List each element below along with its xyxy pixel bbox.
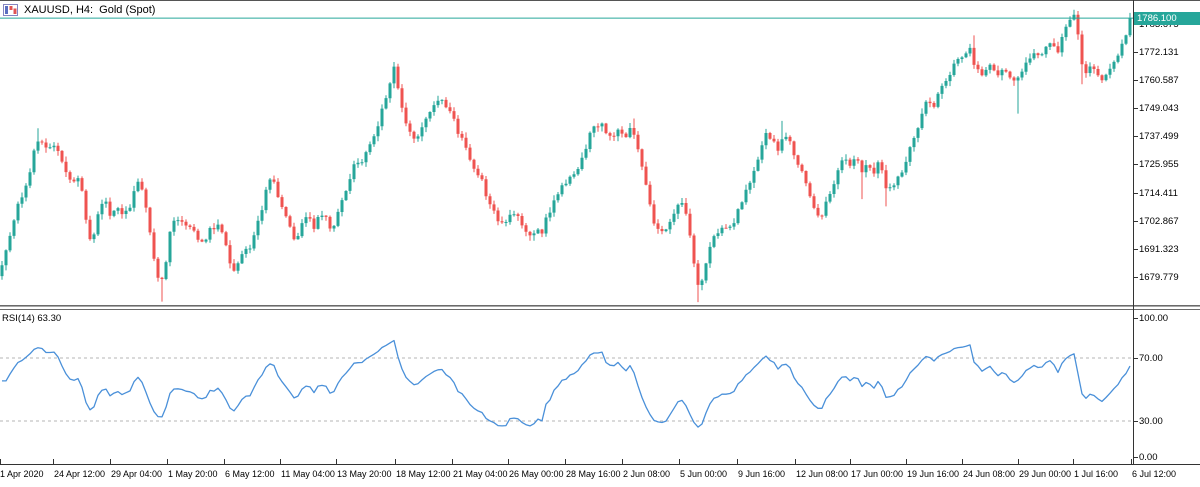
bull-candles [0,9,1132,291]
bear-candles [40,11,1104,303]
time-axis-label: 13 May 20:00 [337,469,392,479]
time-axis-tick [1131,459,1132,464]
time-axis-label: 11 May 04:00 [281,469,335,479]
time-axis-label: 18 May 12:00 [396,469,451,479]
time-axis-tick [679,459,680,464]
time-axis-label: 21 May 04:00 [453,469,508,479]
rsi-axis-tick [1134,457,1138,458]
window-top-border [0,0,1200,1]
time-axis-label: 6 May 12:00 [225,469,275,479]
time-axis-tick [850,459,851,464]
candlestick-chart-panel[interactable] [0,1,1133,305]
price-axis-tick [1134,277,1138,278]
time-axis-label: 26 May 00:00 [509,469,564,479]
time-axis-label: 5 Jun 00:00 [680,469,728,479]
price-axis-label: 1714.411 [1139,188,1178,199]
time-axis-tick [110,459,111,464]
price-axis-tick [1134,164,1138,165]
time-axis-label: 9 Jun 16:00 [738,469,786,479]
rsi-axis-tick [1134,318,1138,319]
time-axis-tick [508,459,509,464]
rsi-axis-label: 0.00 [1139,452,1158,463]
price-axis-label: 1702.867 [1139,216,1179,227]
time-axis-tick [962,459,963,464]
time-axis-label: 24 Apr 12:00 [54,469,106,479]
time-axis-label: 1 Apr 2020 [0,469,44,479]
price-axis-tick [1134,108,1138,109]
time-axis-label: 28 May 16:00 [566,469,621,479]
time-axis-label: 1 May 20:00 [168,469,218,479]
time-axis-tick [565,459,566,464]
chart-title: XAUUSD, H4: Gold (Spot) [24,4,156,16]
rsi-indicator-panel[interactable] [0,310,1133,464]
time-axis-label: 29 Apr 04:00 [111,469,163,479]
price-axis-label: 1749.043 [1139,103,1179,114]
time-axis-tick [336,459,337,464]
price-axis-label: 1725.955 [1139,159,1179,170]
time-axis-label: 2 Jun 08:00 [623,469,671,479]
current-price-tag: 1786.100 [1134,12,1200,25]
time-axis-tick [53,459,54,464]
price-axis-tick [1134,52,1138,53]
time-axis-tick [1018,459,1019,464]
price-axis-tick [1134,193,1138,194]
rsi-axis-tick [1134,421,1138,422]
chart-title-bar: XAUUSD, H4: Gold (Spot) [3,3,155,17]
time-axis-tick [224,459,225,464]
price-axis-label: 1760.587 [1139,75,1179,86]
rsi-line [2,339,1131,428]
time-axis-tick [737,459,738,464]
panel-splitter[interactable] [0,305,1200,306]
rsi-axis-tick [1134,358,1138,359]
time-axis-tick [280,459,281,464]
chart-icon [3,4,18,16]
time-axis-label: 29 Jun 00:00 [1019,469,1072,479]
time-axis-tick [395,459,396,464]
time-axis-label: 17 Jun 00:00 [851,469,904,479]
time-axis-tick [795,459,796,464]
time-axis-tick [622,459,623,464]
time-axis-label: 24 Jun 08:00 [963,469,1016,479]
time-axis-label: 12 Jun 08:00 [796,469,849,479]
time-axis-label: 6 Jul 12:00 [1132,469,1177,479]
rsi-axis-label: 100.00 [1139,313,1169,324]
price-axis-label: 1737.499 [1139,131,1179,142]
price-axis-tick [1134,136,1138,137]
panel-splitter-highlight [0,306,1200,307]
time-axis-tick [167,459,168,464]
time-axis-tick [452,459,453,464]
time-axis-tick [1073,459,1074,464]
price-axis-tick [1134,221,1138,222]
time-axis-label: 19 Jun 16:00 [907,469,960,479]
rsi-axis-label: 70.00 [1139,353,1163,364]
time-axis-tick [906,459,907,464]
price-axis-label: 1691.323 [1139,244,1179,255]
price-axis-label: 1679.779 [1139,272,1179,283]
price-axis-tick [1134,249,1138,250]
panel-splitter-shadow [0,309,1200,310]
rsi-indicator-label: RSI(14) 63.30 [2,313,62,324]
time-axis-label: 1 Jul 16:00 [1074,469,1119,479]
time-axis-tick [0,459,1,464]
price-axis-tick [1134,80,1138,81]
rsi-axis-label: 30.00 [1139,416,1163,427]
price-axis-border [1133,0,1134,464]
time-axis-border [0,464,1200,465]
price-axis-label: 1772.131 [1139,47,1179,58]
